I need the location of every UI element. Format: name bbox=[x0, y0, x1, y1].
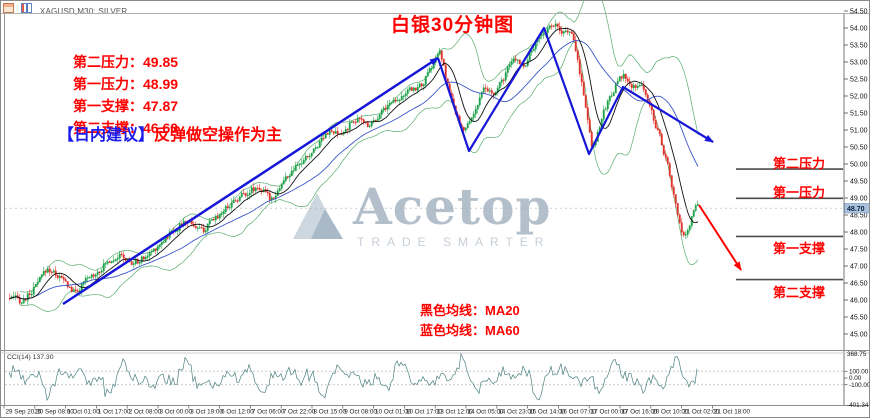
note-resistance1: 第一压力：48.99 bbox=[73, 76, 179, 92]
price-tick-label: 45.50 bbox=[850, 314, 868, 321]
symbol-label: XAGUSD,M30: SILVER bbox=[39, 7, 128, 16]
cci-level-label: 0.00 bbox=[849, 375, 862, 382]
time-tick-label: 2 Oct 08:00 bbox=[129, 409, 162, 416]
price-tick-label: 52.50 bbox=[850, 76, 868, 83]
price-tick-label: 51.50 bbox=[850, 110, 868, 117]
bollinger-upper-band bbox=[19, 1, 699, 293]
time-tick-label: 3 Oct 19:00 bbox=[190, 409, 223, 416]
cci-level-label: 100.00 bbox=[849, 368, 869, 375]
time-tick-label: 20 Oct 10:00 bbox=[652, 409, 689, 416]
cci-level-label: -100.00 bbox=[849, 382, 870, 389]
time-tick-label: 13 Oct 12:00 bbox=[437, 409, 474, 416]
price-tick-label: 46.00 bbox=[850, 297, 868, 304]
time-tick-label: 17 Oct 00:00 bbox=[591, 409, 628, 416]
time-tick-label: 8 Oct 15:00 bbox=[314, 409, 347, 416]
time-tick-label: 14 Oct 23:00 bbox=[498, 409, 535, 416]
time-tick-label: 30 Sep 08:00 bbox=[36, 409, 74, 416]
time-tick-label: 14 Oct 05:00 bbox=[468, 409, 505, 416]
price-tick-label: 53.50 bbox=[850, 42, 868, 49]
time-tick-label: 3 Oct 00:00 bbox=[160, 409, 193, 416]
price-tick-label: 46.50 bbox=[850, 280, 868, 287]
time-tick-label: 10 Oct 01:00 bbox=[375, 409, 412, 416]
price-tick-label: 51.00 bbox=[850, 127, 868, 134]
price-tick-label: 54.00 bbox=[850, 25, 868, 32]
price-tick-label: 49.00 bbox=[850, 195, 868, 202]
cci-min-label: -401.34 bbox=[847, 402, 869, 409]
time-tick-label: 29 Sep 2025 bbox=[6, 409, 42, 416]
price-tick-label: 50.50 bbox=[850, 144, 868, 151]
cci-indicator-label: CCI(14) 137.30 bbox=[7, 354, 54, 361]
ma60-legend-row: 蓝色均线：MA60 bbox=[420, 323, 520, 338]
note-support2: 第二支撑：46.60 bbox=[73, 120, 179, 136]
time-tick-label: 21 Oct 02:00 bbox=[683, 409, 720, 416]
bollinger-lower-band bbox=[19, 40, 699, 312]
support2-label: 第二支撑 bbox=[772, 285, 825, 300]
window-titlebar: XAGUSD,M30: SILVER bbox=[1, 1, 869, 16]
price-tick-label: 48.50 bbox=[850, 212, 868, 219]
current-price-tag bbox=[844, 203, 869, 214]
daily-levels-note: 第二压力：49.85 第一压力：48.99 第一支撑：47.87 第二支撑：46… bbox=[73, 51, 178, 139]
price-tick-label: 49.50 bbox=[850, 178, 868, 185]
time-tick-label: 7 Oct 06:00 bbox=[252, 409, 285, 416]
advice-text: 反弹做空操作为主 bbox=[154, 127, 283, 144]
cci-line bbox=[8, 352, 698, 402]
time-tick-label: 21 Oct 18:00 bbox=[714, 409, 751, 416]
window-icon[interactable] bbox=[3, 3, 14, 13]
time-tick-label: 9 Oct 08:00 bbox=[344, 409, 377, 416]
time-tick-label: 15 Oct 14:00 bbox=[529, 409, 566, 416]
chart-title: 白银30分钟图 bbox=[391, 15, 515, 36]
mountain-logo-icon bbox=[293, 193, 343, 239]
time-tick-label: 7 Oct 22:00 bbox=[283, 409, 316, 416]
ma-legend: 黑色均线：MA20 蓝色均线：MA60 bbox=[420, 301, 520, 341]
time-tick-label: 17 Oct 16:00 bbox=[622, 409, 659, 416]
trendline-0[interactable] bbox=[62, 56, 439, 306]
ma60-line bbox=[9, 40, 699, 300]
price-tick-label: 50.00 bbox=[850, 161, 868, 168]
ma20-line bbox=[9, 27, 699, 300]
cci-max-label: 368.75 bbox=[847, 351, 867, 358]
advice-prefix: 【日内建议】 bbox=[58, 127, 155, 144]
time-tick-label: 16 Oct 07:00 bbox=[560, 409, 597, 416]
candlestick-chart-icon[interactable] bbox=[21, 3, 33, 13]
price-tick-label: 47.50 bbox=[850, 246, 868, 253]
projection-arrow[interactable] bbox=[698, 204, 742, 271]
intraday-advice-note: 【日内建议】反弹做空操作为主 bbox=[58, 121, 282, 145]
current-price-value: 48.70 bbox=[847, 206, 865, 213]
watermark-brand: Acetop bbox=[353, 177, 552, 236]
watermark-tagline: TRADE SMARTER bbox=[357, 235, 551, 249]
price-tick-label: 48.00 bbox=[850, 229, 868, 236]
trendline-1[interactable] bbox=[436, 26, 714, 156]
price-tick-label: 45.00 bbox=[850, 331, 868, 338]
price-tick-label: 47.00 bbox=[850, 263, 868, 270]
ma20-legend-row: 黑色均线：MA20 bbox=[420, 303, 520, 318]
time-tick-label: 1 Oct 01:00 bbox=[67, 409, 100, 416]
price-tick-label: 53.00 bbox=[850, 59, 868, 66]
time-tick-label: 6 Oct 12:00 bbox=[221, 409, 254, 416]
price-tick-label: 52.00 bbox=[850, 93, 868, 100]
note-resistance2: 第二压力：49.85 bbox=[73, 54, 179, 70]
resistance2-label: 第二压力 bbox=[772, 156, 825, 171]
price-tick-label: 54.50 bbox=[850, 8, 868, 15]
time-tick-label: 10 Oct 17:00 bbox=[406, 409, 443, 416]
note-support1: 第一支撑：47.87 bbox=[73, 98, 179, 114]
time-tick-label: 1 Oct 17:00 bbox=[98, 409, 131, 416]
support1-label: 第一支撑 bbox=[772, 241, 825, 256]
resistance1-label: 第一压力 bbox=[772, 185, 825, 200]
